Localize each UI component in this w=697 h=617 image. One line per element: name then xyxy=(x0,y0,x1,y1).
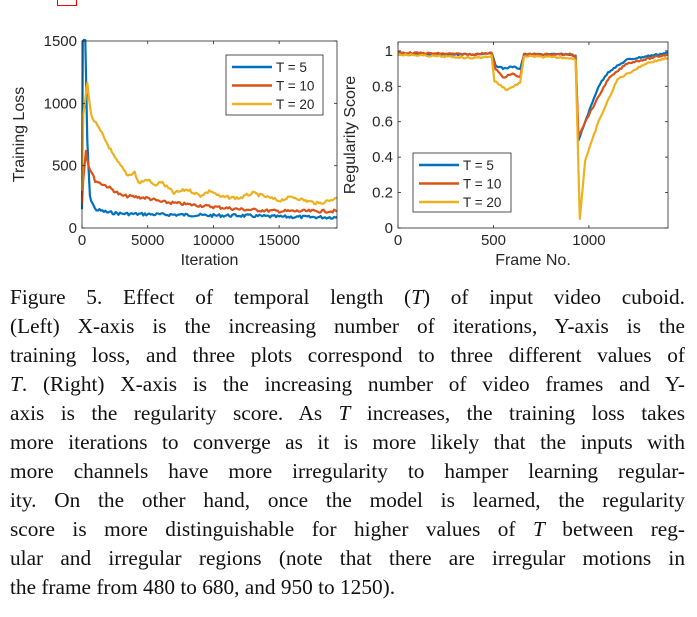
caption-text: between reg- xyxy=(544,517,685,541)
caption-text: more iterations to converge as it is mor… xyxy=(10,430,685,454)
x-tick-label: 500 xyxy=(481,232,506,249)
caption-text: ular and irregular regions (note that th… xyxy=(10,546,685,570)
series-line-t10 xyxy=(397,50,669,138)
caption-line: more iterations to converge as it is mor… xyxy=(10,428,685,457)
training-loss-chart: 0 5000 10000 15000 0 500 1000 1500 Iteration Trai… xyxy=(11,33,338,269)
series-line-t20 xyxy=(80,81,338,206)
regularity-score-chart: 0 500 1000 0 0.2 0.4 0.6 0.8 1 Frame No. Regularit… xyxy=(342,41,669,269)
legend: T = 5 T = 10 T = 20 xyxy=(225,54,324,116)
caption-line: (Left) X-axis is the increasing number o… xyxy=(10,312,685,341)
plot-frame xyxy=(397,41,669,229)
y-axis-label: Regularity Score xyxy=(342,76,359,194)
x-tick-label: 10000 xyxy=(193,232,235,249)
series-line-t10 xyxy=(80,149,338,214)
legend-label: T = 10 xyxy=(463,177,501,192)
y-tick-label: 0.8 xyxy=(372,78,393,95)
y-tick-label: 0 xyxy=(69,220,77,237)
x-tick-label: 0 xyxy=(394,232,402,249)
figure-charts: 0 5000 10000 15000050010001500IterationTrai… xyxy=(11,33,669,269)
citation-link-box[interactable] xyxy=(57,0,77,6)
legend-label: T = 5 xyxy=(463,158,494,173)
y-tick-label: 1 xyxy=(385,43,393,60)
x-axis-label: Frame No. xyxy=(495,252,571,269)
y-tick-label: 0.2 xyxy=(372,185,393,202)
caption-text: Figure 5. Effect of temporal length ( xyxy=(10,285,412,309)
caption-line: training loss, and three plots correspon… xyxy=(10,341,685,370)
caption-line: score is more distinguishable for higher… xyxy=(10,515,685,544)
caption-text: score is more distinguishable for higher… xyxy=(10,517,533,541)
caption-line: T. (Right) X-axis is the increasing numb… xyxy=(10,370,685,399)
y-axis-label: Training Loss xyxy=(11,87,28,182)
legend-label: T = 20 xyxy=(463,195,501,210)
caption-text: ) of input video cuboid. xyxy=(423,285,685,309)
y-tick-label: 0.4 xyxy=(372,149,393,166)
caption-line: the frame from 480 to 680, and 950 to 12… xyxy=(10,573,685,602)
caption-text: . (Right) X-axis is the increasing numbe… xyxy=(21,372,685,396)
caption-text: increases, the training loss takes xyxy=(350,401,685,425)
y-tick-label: 1000 xyxy=(44,95,77,112)
series-line-t5 xyxy=(397,51,669,142)
x-tick-label: 5000 xyxy=(131,232,164,249)
caption-text: training loss, and three plots correspon… xyxy=(10,343,685,367)
legend: T = 5 T = 10 T = 20 xyxy=(412,152,512,213)
y-tick-label: 500 xyxy=(52,158,77,175)
x-tick-label: 15000 xyxy=(258,232,300,249)
plot-frame xyxy=(81,40,338,229)
y-tick-label: 0.6 xyxy=(372,114,393,131)
y-tick-label: 0 xyxy=(385,220,393,237)
caption-line: axis is the regularity score. As T incre… xyxy=(10,399,685,428)
caption-line: more channels have more irregularity to … xyxy=(10,457,685,486)
legend-label: T = 10 xyxy=(276,79,314,94)
x-tick-label: 0 xyxy=(78,232,86,249)
caption-text: the frame from 480 to 680, and 950 to 12… xyxy=(10,575,396,599)
caption-line: ular and irregular regions (note that th… xyxy=(10,544,685,573)
caption-math-symbol: T xyxy=(338,401,351,425)
figure-caption: Figure 5. Effect of temporal length (T) … xyxy=(10,283,685,602)
caption-text: axis is the regularity score. As xyxy=(10,401,339,425)
series-line-t5 xyxy=(80,38,337,220)
x-tick-label: 1000 xyxy=(572,232,605,249)
caption-math-symbol: T xyxy=(10,372,22,396)
caption-math-symbol: T xyxy=(411,285,423,309)
caption-line: Figure 5. Effect of temporal length (T) … xyxy=(10,283,685,312)
caption-line: ity. On the other hand, once the model i… xyxy=(10,486,685,515)
legend-label: T = 20 xyxy=(276,97,314,112)
x-axis-label: Iteration xyxy=(181,252,239,269)
series-line-t20 xyxy=(397,52,669,220)
caption-text: more channels have more irregularity to … xyxy=(10,459,685,483)
caption-math-symbol: T xyxy=(532,517,545,541)
y-tick-label: 1500 xyxy=(44,33,77,50)
caption-text: ity. On the other hand, once the model i… xyxy=(10,488,685,512)
caption-text: (Left) X-axis is the increasing number o… xyxy=(10,314,685,338)
legend-label: T = 5 xyxy=(276,60,307,75)
